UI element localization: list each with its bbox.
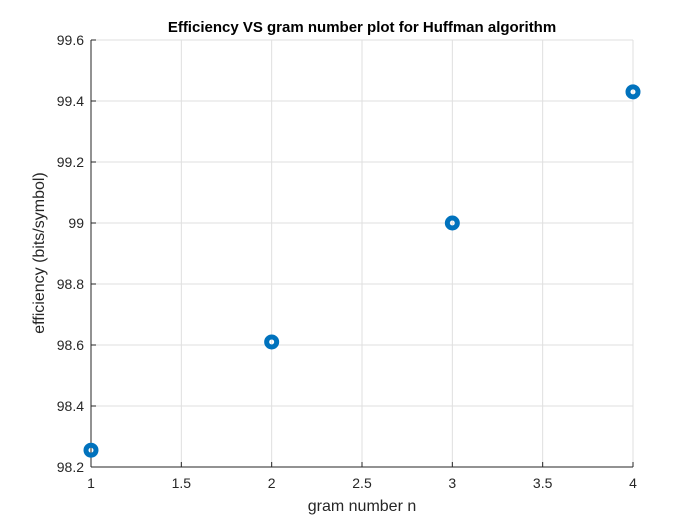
x-tick-label: 2.5 [352, 475, 372, 491]
data-point [83, 442, 99, 458]
tick-labels: 1 1.5 2 2.5 3 3.5 4 98.2 98.4 98.6 98.8 99 99.2 99.4 9… [57, 32, 637, 491]
data-point [264, 334, 280, 350]
y-tick-label: 99.2 [57, 154, 84, 170]
y-tick-label: 98.6 [57, 337, 84, 353]
x-tick-label: 3 [448, 475, 456, 491]
data-points [83, 84, 641, 458]
y-tick-label: 99.6 [57, 32, 84, 48]
chart-title: Efficiency VS gram number plot for Huffm… [168, 19, 556, 36]
axes [90, 39, 634, 468]
x-axis-label: gram number n [308, 498, 417, 515]
y-tick-label: 99.4 [57, 93, 84, 109]
y-tick-label: 98.4 [57, 398, 84, 414]
y-axis-label: efficiency (bits/symbol) [31, 172, 48, 334]
y-tick-label: 99 [68, 215, 84, 231]
y-tick-label: 98.2 [57, 459, 84, 475]
x-tick-label: 1 [87, 475, 95, 491]
x-tick-label: 4 [629, 475, 637, 491]
y-tick-label: 98.8 [57, 276, 84, 292]
data-point [625, 84, 641, 100]
x-tick-label: 1.5 [172, 475, 192, 491]
data-point [444, 215, 460, 231]
x-tick-label: 2 [268, 475, 276, 491]
x-tick-label: 3.5 [533, 475, 553, 491]
